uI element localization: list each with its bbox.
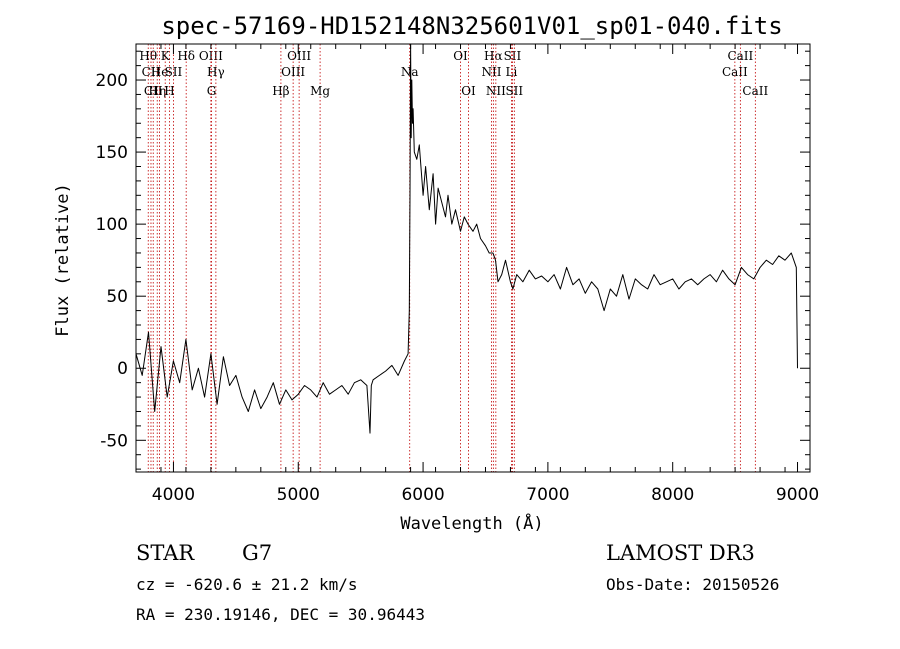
line-label: OIII (281, 65, 305, 79)
line-label: Hθ (139, 49, 157, 63)
object-class: STAR (136, 541, 195, 565)
line-label: CII (144, 84, 163, 98)
line-label: Hδ (177, 49, 195, 63)
line-label: OI (453, 49, 468, 63)
plot-frame (135, 43, 811, 473)
x-tick-label: 7000 (526, 485, 569, 505)
y-tick-label: -50 (100, 431, 128, 451)
chart-title: spec-57169-HD152148N325601V01_sp01-040.f… (161, 12, 782, 40)
x-tick-label: 5000 (277, 485, 320, 505)
line-label: CaII (742, 84, 768, 98)
line-label: Hβ (272, 84, 289, 98)
line-label: Hγ (207, 65, 225, 79)
y-tick-label: 150 (96, 143, 128, 163)
line-label: Li (506, 65, 518, 79)
line-label: Hα (484, 49, 503, 63)
x-tick-label: 6000 (401, 485, 444, 505)
line-label: OIII (287, 49, 311, 63)
x-tick-label: 9000 (776, 485, 819, 505)
line-label: SII (504, 49, 522, 63)
y-tick-label: 100 (96, 215, 128, 235)
x-tick-label: 4000 (152, 485, 195, 505)
line-label: K (161, 49, 171, 63)
line-label: CaII (722, 65, 748, 79)
y-tick-label: 0 (117, 359, 128, 379)
coordinates: RA = 230.19146, DEC = 30.96443 (136, 605, 425, 624)
line-label: H (164, 84, 174, 98)
line-label: G (207, 84, 217, 98)
line-label: CII (142, 65, 161, 79)
redshift-velocity: cz = -620.6 ± 21.2 km/s (136, 575, 358, 594)
line-label: Mg (310, 84, 330, 98)
line-label: OI (461, 84, 476, 98)
observation-date: Obs-Date: 20150526 (606, 575, 780, 594)
line-label: He (151, 65, 169, 79)
subclass: G7 (242, 541, 273, 565)
y-axis-label: Flux (relative) (53, 183, 73, 337)
x-tick-label: 8000 (651, 485, 694, 505)
survey-name: LAMOST DR3 (606, 541, 755, 565)
line-label: CaII (727, 49, 753, 63)
flux-series-line (135, 43, 798, 434)
line-label: SII (505, 84, 523, 98)
line-label: Hη (148, 84, 166, 98)
line-label: SII (165, 65, 183, 79)
x-axis-label: Wavelength (Å) (400, 512, 543, 534)
line-label: NII (486, 84, 506, 98)
line-label: NII (481, 65, 501, 79)
line-label: Na (401, 65, 419, 79)
series-layer (135, 43, 798, 434)
axis-ticks: 4000 5000 6000 7000 8000 9000 -50 0 50 100 150 200 (96, 44, 819, 505)
y-tick-label: 50 (106, 287, 128, 307)
line-label: OIII (199, 49, 223, 63)
y-tick-label: 200 (96, 71, 128, 91)
